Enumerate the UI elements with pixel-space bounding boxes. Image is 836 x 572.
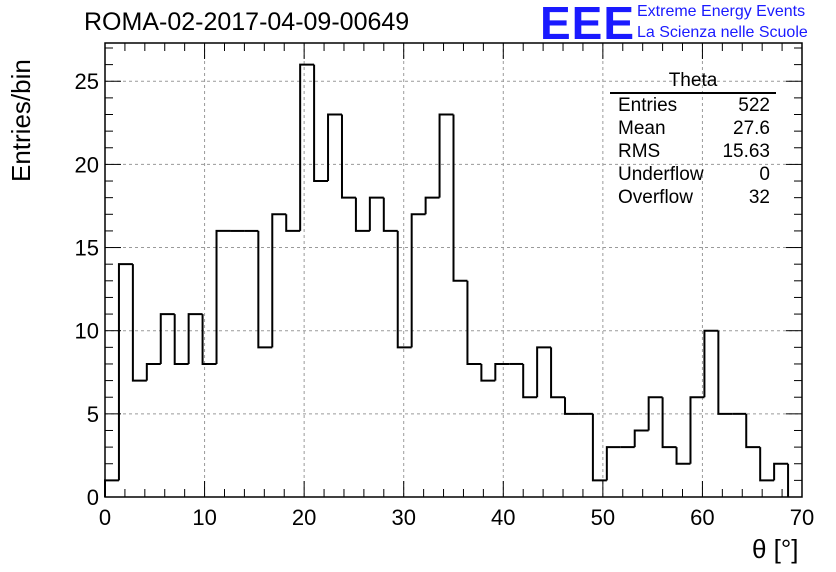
histogram-bin [689,396,705,464]
histogram-bin [494,362,510,381]
x-tick-label: 50 [591,505,615,530]
stats-value: 522 [738,95,770,116]
chart-title: ROMA-02-2017-04-09-00649 [84,8,410,36]
histogram-bin [661,397,677,449]
y-tick-label: 25 [75,69,99,94]
histogram-bin [633,429,649,448]
stats-label: Overflow [618,187,693,208]
x-tick-label: 70 [790,505,814,530]
x-tick-label: 60 [690,505,714,530]
histogram-bin [605,446,621,481]
histogram-bin [410,213,426,348]
x-tick-label: 30 [391,505,415,530]
stats-value: 32 [748,187,770,208]
histogram-bin [354,197,370,232]
y-axis-label: Entries/bin [6,59,36,182]
stats-row-entries: Entries 522 [610,94,776,117]
histogram-bin [285,214,301,232]
histogram-bin [480,363,496,382]
histogram-bin [759,447,775,482]
histogram-bin [340,114,356,199]
histogram-bin [131,264,147,382]
histogram-bin [145,362,161,381]
histogram-bin [396,230,412,349]
stats-row-underflow: Underflow 0 [610,163,776,186]
x-tick-label: 10 [192,505,216,530]
histogram-bin [382,197,398,232]
histogram-bin [591,413,607,482]
stats-label: Underflow [618,164,704,185]
histogram-bin [536,346,552,398]
histogram-bin [299,63,315,231]
histogram-bin [522,363,538,399]
histogram-bin [424,196,440,215]
stats-value: 0 [759,164,770,185]
histogram-bin [647,396,663,431]
histogram-bin [452,114,468,282]
y-tick-label: 15 [75,236,99,261]
y-tick-label: 10 [75,319,99,344]
histogram-bin [104,479,119,497]
histogram-bin [703,329,719,398]
histogram-bin [257,230,273,349]
histogram-bin [438,113,454,198]
y-tick-label: 20 [75,152,99,177]
histogram-bin [313,64,329,183]
histogram-bin [773,462,789,481]
histogram-bin [173,314,189,365]
histogram-bin [675,447,691,465]
histogram-bin [368,196,384,231]
stats-title: Theta [610,70,776,94]
stats-label: RMS [618,141,661,162]
eee-logo: EEE [540,0,636,49]
plot-frame [104,42,803,498]
histogram-bin [117,263,133,481]
histogram-bin [187,313,203,364]
stats-value: 15.63 [722,141,770,162]
x-axis-label: θ [°] [752,534,799,564]
stats-box: Theta Entries 522 Mean 27.6 RMS 15.63 Un… [610,70,776,209]
histogram-bin [564,397,579,415]
x-tick-label: 0 [99,505,111,530]
stats-label: Mean [618,118,666,139]
logo-subtitle-1: Extreme Energy Events [637,3,806,20]
histogram-bin [271,213,287,348]
stats-value: 27.6 [733,118,770,139]
histogram-bin [159,313,175,364]
stats-label: Entries [618,95,678,116]
y-tick-label: 5 [87,402,99,427]
histogram-bin [717,330,733,415]
histogram-bin [327,113,342,182]
stats-row-overflow: Overflow 32 [610,186,776,209]
x-tick-label: 20 [292,505,316,530]
stats-row-mean: Mean 27.6 [610,117,776,140]
histogram-bin [201,314,217,365]
stats-row-rms: RMS 15.63 [610,140,776,163]
histogram-bin [466,280,482,365]
histogram-bin [550,347,566,399]
histogram-bin [745,413,761,449]
histogram-bin [215,229,231,364]
y-tick-label: 0 [87,485,99,510]
logo-subtitle-2: La Scienza nelle Scuole [637,24,808,41]
x-tick-label: 40 [491,505,515,530]
